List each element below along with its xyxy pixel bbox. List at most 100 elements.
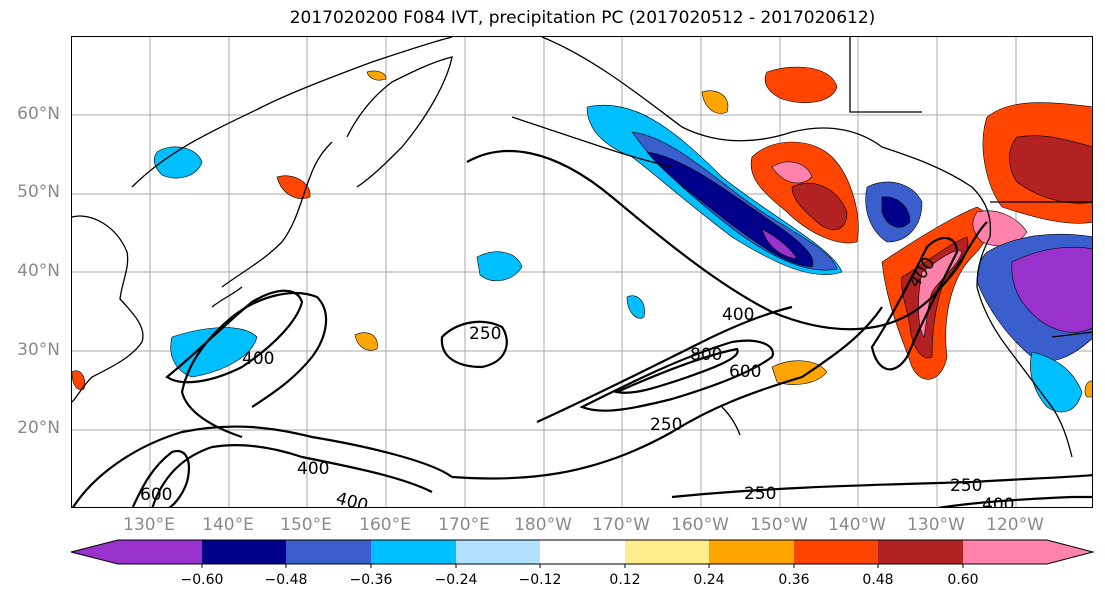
positive-patch-small-4: [1084, 380, 1092, 398]
coastline-hawaii: [721, 406, 741, 436]
ivt-contour-250-south: [72, 425, 453, 507]
colorbar-tick-neg012: −0.12: [518, 572, 562, 588]
lon-label-170e: 170°E: [438, 515, 490, 535]
negative-region-baja: [1030, 351, 1083, 413]
colorbar-tick-024: 0.24: [693, 572, 725, 588]
colorbar-segment: [202, 540, 286, 564]
coastline-aleutians: [511, 116, 673, 168]
colorbar-segment: [709, 540, 794, 564]
lat-label-20n: 20°N: [17, 418, 60, 438]
map-canvas: 250 400 400 600 800 250 400 600 400 400 …: [72, 37, 1092, 508]
ivt-label-600-east: 600: [729, 362, 761, 382]
positive-patch-small-2: [366, 70, 387, 81]
coastline-japan: [211, 141, 333, 308]
positive-patch-small-1: [354, 332, 378, 351]
ivt-contour-250-mid: [440, 320, 508, 369]
coastline-kamchatka: [346, 56, 453, 188]
ivt-contour-400-east: [536, 305, 793, 424]
map-title: 2017020200 F084 IVT, precipitation PC (2…: [289, 8, 876, 28]
ivt-contour-labels: 250 400 400 600 800 250 400 600 400 400 …: [140, 254, 1014, 508]
colorbar-tick-neg048: −0.48: [264, 572, 308, 588]
ivt-contours: [72, 150, 1092, 507]
lat-label-50n: 50°N: [17, 182, 60, 202]
colorbar-segment: [625, 540, 709, 564]
ivt-label-400-south-1: 400: [297, 459, 329, 479]
negative-region-sw-us-purple: [1011, 246, 1092, 333]
colorbar-outline: [70, 539, 1095, 565]
colorbar-tick-neg060: −0.60: [180, 572, 224, 588]
lon-label-160w: 160°W: [671, 515, 729, 535]
lat-label-40n: 40°N: [17, 261, 60, 281]
lon-label-170w: 170°W: [592, 515, 650, 535]
positive-patch-alaska-2-inner: [791, 182, 848, 231]
colorbar-tick-048: 0.48: [862, 572, 894, 588]
colorbar-segment: [118, 540, 202, 564]
lon-label-150e: 150°E: [280, 515, 332, 535]
ivt-label-800-east: 800: [690, 345, 722, 365]
ivt-contour-250-main: [451, 150, 988, 480]
positive-patch-small-3: [72, 370, 85, 390]
ivt-contour-250-west: [180, 292, 328, 439]
lon-label-150w: 150°W: [750, 515, 808, 535]
coastline-asia: [72, 215, 144, 403]
ivt-contour-600-east: [579, 339, 775, 412]
positive-patch-alaska-2-pink: [771, 161, 813, 184]
positive-patch-small-5: [701, 90, 729, 114]
coastline-siberia: [131, 37, 453, 188]
border-us-mexico: [1051, 331, 1092, 338]
colorbar-extend-low: [71, 540, 118, 564]
lon-label-120w: 120°W: [986, 515, 1044, 535]
ivt-label-250-bottom-2: 250: [950, 476, 982, 496]
negative-core-purple: [761, 228, 798, 260]
colorbar-segment: [878, 540, 963, 564]
ivt-label-400-west: 400: [242, 349, 274, 369]
lon-label-160e: 160°E: [359, 515, 411, 535]
map-panel: 250 400 400 600 800 250 400 600 400 400 …: [71, 36, 1093, 508]
colorbar-segment: [540, 540, 625, 564]
ivt-contour-400-west: [165, 289, 304, 384]
colorbar-segment: [371, 540, 456, 564]
coastline-alaska: [541, 37, 992, 238]
lat-label-60n: 60°N: [17, 104, 60, 124]
colorbar-segment: [456, 540, 540, 564]
colorbar-tick-036: 0.36: [778, 572, 810, 588]
colorbar-segment: [963, 540, 1047, 564]
ivt-label-250-bottom-1: 250: [744, 484, 776, 504]
lon-label-180w: 180°W: [514, 515, 572, 535]
ivt-contour-400-coast: [870, 236, 959, 371]
ivt-label-400-east: 400: [722, 305, 754, 325]
colorbar-segment: [794, 540, 878, 564]
border-alaska-canada: [849, 37, 922, 113]
ivt-label-250-mid: 250: [469, 324, 501, 344]
precip-pc-shading: [72, 66, 1092, 413]
lon-label-140e: 140°E: [202, 515, 254, 535]
positive-patch-japan: [276, 175, 311, 199]
colorbar-segment: [286, 540, 371, 564]
coastline-na-west: [976, 236, 1073, 458]
ivt-contour-400-south: [151, 443, 433, 507]
ivt-contour-800-east: [613, 347, 739, 394]
colorbar-tick-060: 0.60: [947, 572, 979, 588]
negative-patch-central-2: [626, 295, 645, 319]
colorbar-extend-high: [1047, 540, 1093, 564]
negative-patch-alaska-core: [881, 196, 911, 228]
positive-band-west-coast-pink: [918, 250, 963, 338]
ivt-contour-400-bottom: [937, 495, 1092, 507]
colorbar-tick-neg024: −0.24: [434, 572, 478, 588]
lon-label-130e: 130°E: [123, 515, 175, 535]
positive-patch-subtropical-1: [771, 360, 828, 385]
ivt-contour-600-south: [131, 449, 190, 507]
lon-label-130w: 130°W: [907, 515, 965, 535]
ivt-label-400-south-2: 400: [334, 489, 371, 508]
ivt-label-600-south: 600: [140, 485, 172, 505]
colorbar-tick-012: 0.12: [609, 572, 641, 588]
lat-label-30n: 30°N: [17, 340, 60, 360]
colorbar-tick-neg036: −0.36: [349, 572, 393, 588]
coastlines: [72, 37, 1092, 458]
positive-patch-alaska-1: [764, 66, 838, 104]
ivt-label-250-east: 250: [650, 415, 682, 435]
ivt-label-400-bottom: 400: [982, 495, 1014, 508]
lon-label-140w: 140°W: [828, 515, 886, 535]
colorbar: [70, 539, 1095, 568]
negative-patch-central-1: [476, 251, 523, 282]
